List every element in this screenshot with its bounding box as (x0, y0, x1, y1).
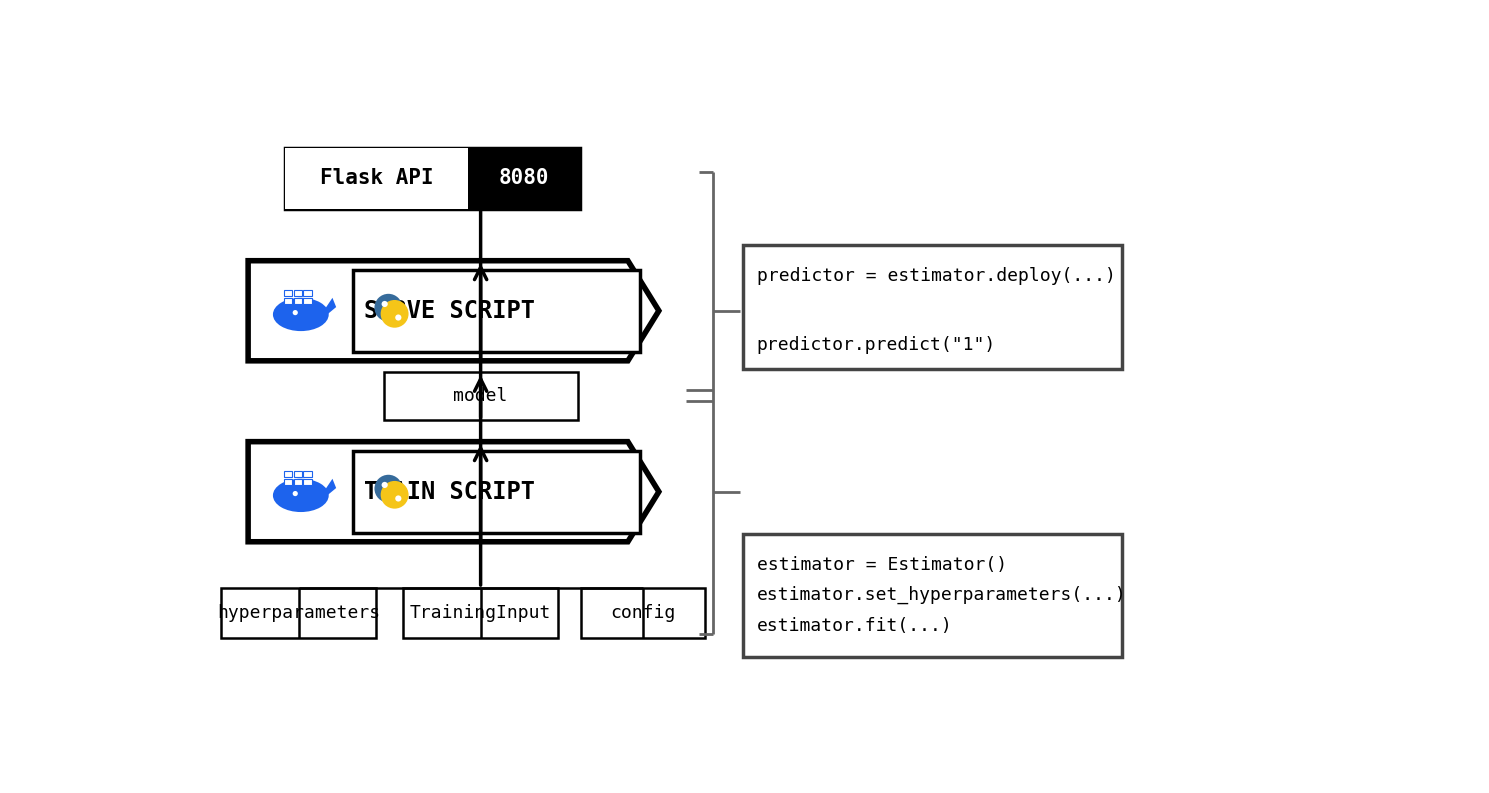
Text: SERVE SCRIPT: SERVE SCRIPT (365, 299, 535, 323)
Bar (468, 147, 579, 209)
Circle shape (293, 310, 298, 315)
Text: 8080: 8080 (499, 168, 549, 188)
Circle shape (293, 491, 298, 496)
Text: TrainingInput: TrainingInput (409, 604, 551, 622)
Bar (304, 298, 311, 305)
Bar (284, 479, 292, 485)
Bar (353, 270, 639, 351)
Bar (220, 588, 377, 638)
Ellipse shape (272, 479, 329, 512)
Ellipse shape (272, 298, 329, 331)
Circle shape (374, 294, 402, 321)
Circle shape (381, 300, 408, 328)
Bar (581, 588, 706, 638)
Bar (284, 289, 292, 297)
Bar (284, 298, 292, 305)
Bar (384, 373, 578, 420)
Bar (404, 588, 558, 638)
Circle shape (381, 482, 387, 488)
Bar (293, 479, 302, 485)
Bar (286, 147, 579, 209)
Bar (304, 470, 311, 477)
Text: model: model (454, 387, 508, 405)
Polygon shape (249, 261, 658, 361)
Bar (304, 289, 311, 297)
Circle shape (374, 475, 402, 503)
Text: config: config (610, 604, 676, 622)
Bar (353, 451, 639, 533)
Bar (304, 479, 311, 485)
Text: predictor = estimator.deploy(...)

predictor.predict("1"): predictor = estimator.deploy(...) predic… (756, 267, 1115, 354)
Circle shape (395, 496, 402, 501)
Text: Flask API: Flask API (320, 168, 433, 188)
Bar (743, 534, 1123, 657)
Bar (293, 298, 302, 305)
Circle shape (381, 481, 408, 508)
Text: hyperparameters: hyperparameters (217, 604, 380, 622)
Bar (293, 289, 302, 297)
Polygon shape (322, 298, 337, 316)
Bar (286, 147, 468, 209)
Bar (284, 470, 292, 477)
Circle shape (381, 301, 387, 307)
Circle shape (395, 315, 402, 320)
Polygon shape (249, 442, 658, 542)
Bar (743, 245, 1123, 369)
Text: estimator = Estimator()
estimator.set_hyperparameters(...)
estimator.fit(...): estimator = Estimator() estimator.set_hy… (756, 556, 1126, 635)
Polygon shape (322, 479, 337, 497)
Text: TRAIN SCRIPT: TRAIN SCRIPT (365, 480, 535, 504)
Bar (293, 470, 302, 477)
